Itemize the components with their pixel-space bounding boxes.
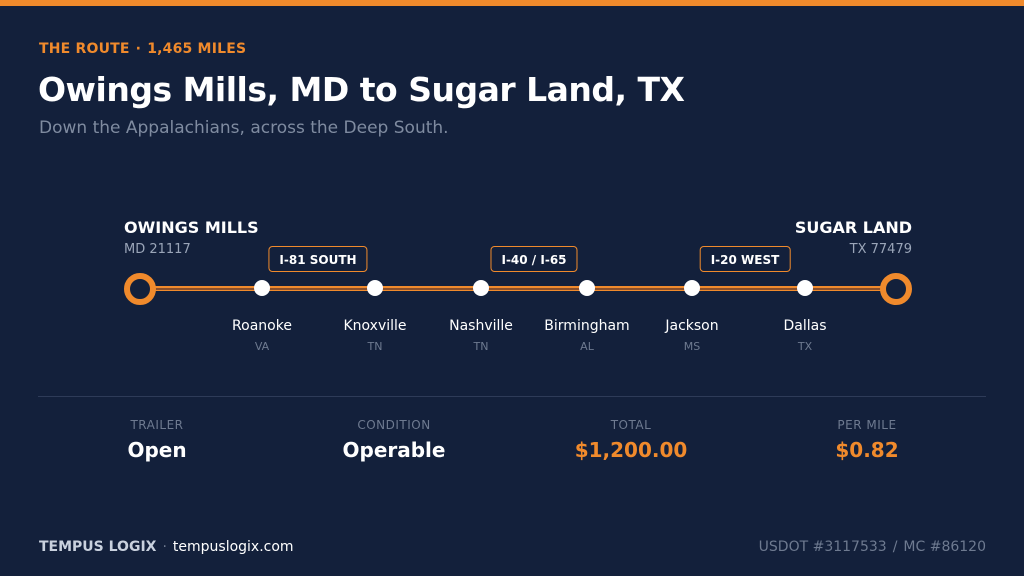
footer-brand: TEMPUS LOGIX · tempuslogix.com: [39, 539, 294, 555]
stat-trailer: TRAILER Open: [57, 418, 257, 462]
stat-label: TOTAL: [610, 418, 652, 432]
footer-slash: /: [892, 539, 898, 555]
usdot-number: USDOT #3117533: [758, 539, 887, 555]
stop-marker-dallas: [797, 280, 813, 296]
stop-state: TN: [367, 340, 383, 353]
stop-city: Dallas: [783, 318, 827, 334]
stat-total: TOTAL $1,200.00: [531, 418, 731, 462]
origin-marker-icon: [124, 273, 156, 305]
stop-marker-roanoke: [254, 280, 270, 296]
brand-name: TEMPUS LOGIX: [39, 539, 157, 555]
route-line-inner: [140, 288, 896, 290]
footer-registration: USDOT #3117533 / MC #86120: [759, 539, 986, 555]
website-link[interactable]: tempuslogix.com: [172, 539, 294, 555]
destination-zip: TX 77479: [849, 242, 912, 257]
stop-city: Roanoke: [232, 318, 292, 334]
eyebrow-label: THE ROUTE: [39, 41, 130, 57]
stop-state: VA: [254, 340, 270, 353]
stop-marker-nashville: [473, 280, 489, 296]
stat-value: $0.82: [835, 438, 899, 462]
highway-badge-i40-i65: I-40 / I-65: [490, 246, 578, 272]
top-accent-bar: [0, 0, 1024, 6]
stop-state: AL: [580, 340, 594, 353]
stat-condition: CONDITION Operable: [294, 418, 494, 462]
stop-marker-jackson: [684, 280, 700, 296]
stat-value: $1,200.00: [574, 438, 688, 462]
stop-city: Jackson: [665, 318, 719, 334]
page-title: Owings Mills, MD to Sugar Land, TX: [38, 70, 685, 109]
origin-zip: MD 21117: [124, 242, 191, 257]
origin-name: OWINGS MILLS: [124, 218, 259, 237]
highway-badge-i81: I-81 SOUTH: [268, 246, 368, 272]
mc-number: MC #86120: [903, 539, 986, 555]
stop-city: Knoxville: [343, 318, 407, 334]
stat-label: CONDITION: [357, 418, 431, 432]
stop-state: MS: [683, 340, 701, 353]
destination-marker-icon: [880, 273, 912, 305]
route-eyebrow: THE ROUTE · 1,465 MILES: [39, 41, 246, 57]
eyebrow-separator: ·: [135, 41, 142, 57]
highway-badge-i20: I-20 WEST: [699, 246, 791, 272]
stop-city: Nashville: [449, 318, 513, 334]
stop-marker-knoxville: [367, 280, 383, 296]
stat-label: PER MILE: [837, 418, 897, 432]
stat-value: Open: [127, 438, 187, 462]
section-divider: [38, 396, 986, 397]
footer-separator: ·: [162, 539, 167, 555]
stop-marker-birmingham: [579, 280, 595, 296]
stop-state: TN: [473, 340, 489, 353]
page-subtitle: Down the Appalachians, across the Deep S…: [39, 118, 449, 138]
stat-per-mile: PER MILE $0.82: [767, 418, 967, 462]
stop-city: Birmingham: [544, 318, 630, 334]
stat-label: TRAILER: [130, 418, 184, 432]
destination-name: SUGAR LAND: [794, 218, 912, 237]
stop-state: TX: [797, 340, 813, 353]
eyebrow-miles: 1,465 MILES: [147, 41, 247, 57]
stat-value: Operable: [342, 438, 446, 462]
